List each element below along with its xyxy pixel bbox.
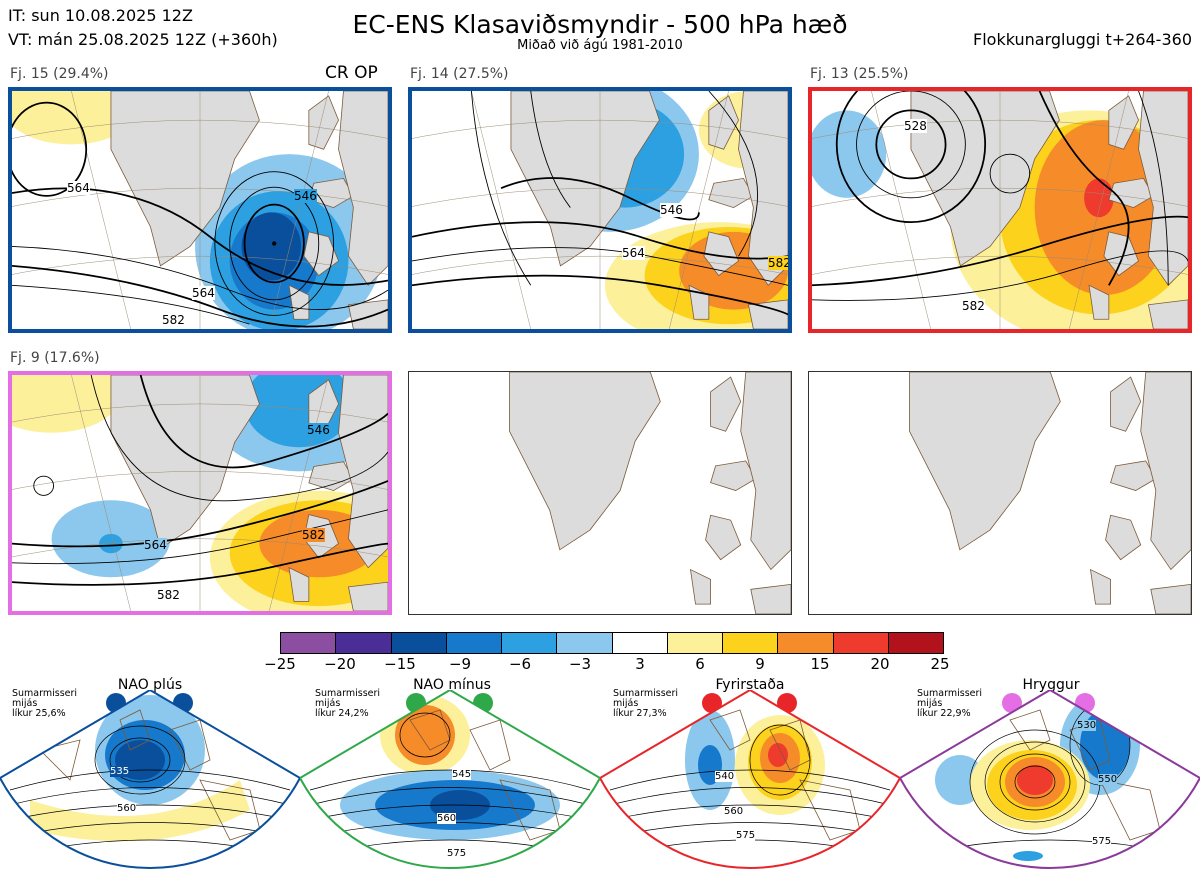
regime-contour-label: 575: [1092, 836, 1112, 847]
empty-map-1: [408, 371, 792, 615]
regime-contour-label: 560: [724, 806, 744, 817]
cluster-2-label: Fj. 14 (27.5%): [410, 66, 509, 82]
colorbar-tick: −25: [264, 655, 296, 673]
cluster-4-label: Fj. 9 (17.6%): [10, 350, 100, 366]
regime-contour-label: 575: [447, 848, 467, 859]
regime-2-title: NAO mínus: [413, 677, 491, 693]
regime-contour-label: 530: [1077, 720, 1097, 731]
colorbar-segment: [446, 633, 502, 653]
regime-1-title: NAO plús: [117, 677, 183, 693]
regime-2-map: [300, 690, 600, 870]
contour-label: 582: [768, 256, 791, 270]
contour-label: 546: [660, 203, 683, 217]
regime-4-meta: Sumarmisseri mijás líkur 22,9%: [917, 689, 982, 719]
cluster-1-tag: CR OP: [325, 63, 378, 83]
regime-contour-label: 540: [715, 771, 735, 782]
regime-contour-label: 550: [1098, 774, 1118, 785]
regime-avg: mijás: [613, 698, 639, 709]
contour-label: 546: [294, 189, 317, 203]
colorbar-segment: [391, 633, 447, 653]
contour-label: 564: [622, 246, 645, 260]
regime-4-dot: [1002, 693, 1022, 713]
regime-avg: mijás: [12, 698, 38, 709]
regime-season: Sumarmisseri: [315, 688, 381, 699]
page-title: EC-ENS Klasaviðsmyndir - 500 hPa hæð: [352, 10, 848, 39]
regime-probability: líkur 25,6%: [12, 708, 66, 719]
regime-3-meta: Sumarmisseri mijás líkur 27,3%: [613, 689, 678, 719]
colorbar-segment: [557, 633, 613, 653]
colorbar-segment: [336, 633, 392, 653]
colorbar-segment: [833, 633, 889, 653]
initial-time: IT: sun 10.08.2025 12Z: [8, 6, 193, 25]
regime-season: Sumarmisseri: [12, 688, 78, 699]
colorbar-tick: 3: [635, 655, 645, 673]
contour-label: 564: [192, 286, 215, 300]
colorbar-tick: −20: [324, 655, 356, 673]
cluster-3-map: 528 582: [808, 87, 1192, 333]
colorbar-tick: −6: [508, 655, 532, 673]
colorbar: [280, 632, 944, 654]
regime-1-meta: Sumarmisseri mijás líkur 25,6%: [12, 689, 77, 719]
classification-window: Flokkunargluggi t+264-360: [973, 30, 1192, 49]
regime-contour-label: 535: [110, 766, 130, 777]
colorbar-tick: 15: [810, 655, 830, 673]
regime-season: Sumarmisseri: [917, 688, 983, 699]
colorbar-segment: [667, 633, 723, 653]
regime-3-title: Fyrirstaða: [715, 677, 785, 693]
contour-label: 528: [904, 119, 927, 133]
regime-contour-label: 545: [452, 769, 472, 780]
contour-label: 564: [144, 538, 167, 552]
regime-3-map: [600, 690, 900, 870]
regime-contour-label: 560: [117, 803, 137, 814]
contour-label: 582: [962, 299, 985, 313]
regime-1-map: [0, 690, 300, 870]
regime-contour-label: 575: [736, 830, 756, 841]
regime-avg: mijás: [315, 698, 341, 709]
colorbar-tick: 6: [695, 655, 705, 673]
regime-contour-label: 560: [437, 813, 457, 824]
colorbar-tick: 20: [870, 655, 890, 673]
regime-4-map: [900, 690, 1200, 870]
regime-3-dot: [702, 693, 722, 713]
cluster-1-map: 546 564 564 582: [8, 87, 392, 333]
page-subtitle: Miðað við ágú 1981-2010: [517, 38, 683, 53]
regime-probability: líkur 27,3%: [613, 708, 667, 719]
contour-label: 582: [157, 588, 180, 602]
regime-avg: mijás: [917, 698, 943, 709]
regime-probability: líkur 22,9%: [917, 708, 971, 719]
regime-probability: líkur 24,2%: [315, 708, 369, 719]
cluster-3-label: Fj. 13 (25.5%): [810, 66, 909, 82]
colorbar-segment: [612, 633, 668, 653]
contour-label: 564: [67, 181, 90, 195]
colorbar-segment: [778, 633, 834, 653]
valid-time: VT: mán 25.08.2025 12Z (+360h): [8, 30, 278, 49]
contour-label: 546: [307, 423, 330, 437]
empty-map-2: [808, 371, 1192, 615]
cluster-2-map: 546 564 582: [408, 87, 792, 333]
cluster-4-map: 546 564 582 582: [8, 371, 392, 615]
regime-4-title: Hryggur: [1022, 677, 1080, 693]
colorbar-segment: [723, 633, 779, 653]
colorbar-tick: −15: [384, 655, 416, 673]
cluster-1-label: Fj. 15 (29.4%): [10, 66, 109, 82]
contour-label: 582: [302, 528, 325, 542]
colorbar-segment: [281, 633, 337, 653]
colorbar-tick: 25: [930, 655, 950, 673]
regime-2-meta: Sumarmisseri mijás líkur 24,2%: [315, 689, 380, 719]
colorbar-segment: [888, 633, 943, 653]
colorbar-segment: [502, 633, 558, 653]
colorbar-tick: −3: [568, 655, 592, 673]
regime-season: Sumarmisseri: [613, 688, 679, 699]
contour-label: 582: [162, 313, 185, 327]
colorbar-tick: 9: [755, 655, 765, 673]
colorbar-tick: −9: [448, 655, 472, 673]
